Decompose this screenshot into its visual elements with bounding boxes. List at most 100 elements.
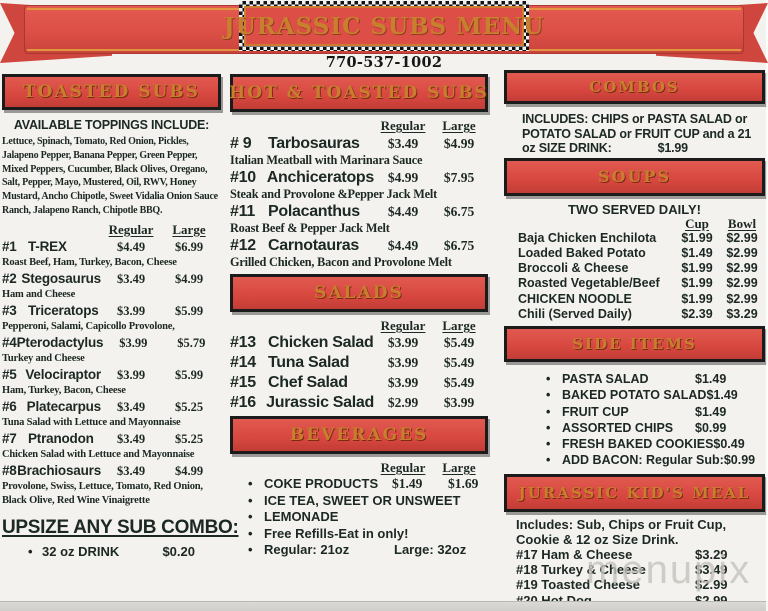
item-price-large: $5.49 (443, 375, 475, 390)
item-name: Platecarpus (26, 398, 102, 414)
item-name: Brachiosaurs (17, 462, 101, 478)
menu-item: #6 Platecarpus $3.49 $5.25 Tuna Salad wi… (2, 399, 221, 430)
side-item-label: ASSORTED CHIPS (562, 420, 674, 435)
beverage-label: LEMONADE (264, 509, 339, 525)
side-item-price: $1.49 (695, 371, 727, 386)
item-row: # 9 Tarbosauras $3.49 $4.99 (230, 135, 488, 153)
section-header-combos: COMBOS (504, 70, 765, 104)
beverage-price-large: $1.69 (447, 476, 479, 491)
beverage-size-regular: Regular: 21oz (264, 542, 350, 558)
menu-item: #4 Pterodactylus $3.99 $5.79 Turkey and … (2, 335, 221, 366)
kids-item-price: $2.99 (695, 577, 728, 593)
item-price-large: $5.25 (174, 431, 204, 446)
upsize-heading: UPSIZE ANY SUB COMBO: (2, 516, 239, 538)
kids-includes-line: Cookie & 12 oz Size Drink. (516, 531, 679, 547)
item-price-large: $6.75 (443, 238, 475, 253)
item-price-regular: $3.99 (387, 335, 419, 350)
column-header-regular: Regular (108, 221, 154, 237)
combos-line: POTATO SALAD or FRUIT CUP and a 21 (522, 126, 752, 141)
item-description: Ham, Turkey, Bacon, Cheese (2, 384, 126, 396)
column-combos-soups-sides-kids: COMBOS INCLUDES: CHIPS or PASTA SALAD or… (504, 70, 765, 608)
soup-price-bowl: $2.99 (726, 261, 758, 276)
item-description: Italian Meatball with Marinara Sauce (230, 153, 423, 167)
soup-price-cup: $1.99 (681, 230, 713, 245)
side-item-row: ADD BACON: Regular Sub: $0.99 (504, 453, 765, 469)
section-header-soups: SOUPS (504, 157, 765, 196)
menu-item: #7 Ptranodon $3.49 $5.25 Chicken Salad w… (2, 431, 221, 462)
header-banner: JURASSIC SUBS MENU (0, 0, 768, 72)
item-name: Tuna Salad (268, 354, 350, 371)
section-header-toasted-subs: TOASTED SUBS (2, 74, 221, 110)
item-price-regular: $3.99 (116, 303, 146, 318)
item-row: #8 Brachiosaurs $3.49 $4.99 (2, 463, 221, 480)
item-row: #7 Ptranodon $3.49 $5.25 (2, 431, 221, 448)
item-description: Chicken Salad with Lettuce and Mayonnais… (2, 448, 195, 460)
item-row: #4 Pterodactylus $3.99 $5.79 (2, 335, 221, 352)
item-price-large: $5.99 (174, 303, 204, 318)
kids-meal-row: #17 Ham & Cheese $3.29 (504, 547, 765, 562)
soup-price-cup: $1.49 (681, 245, 713, 260)
bullet-icon (248, 509, 264, 524)
price-column-headers: Regular Large (230, 460, 488, 476)
beverage-label: Free Refills-Eat in only! (264, 525, 409, 541)
soup-price-cup: $1.99 (681, 276, 713, 291)
menu-item: # 9 Tarbosauras $3.49 $4.99 Italian Meat… (230, 135, 488, 168)
scan-edge-right (766, 0, 768, 611)
item-price-large: $5.99 (174, 367, 204, 382)
item-price-regular: $4.49 (116, 239, 146, 254)
toppings-line: Lettuce, Spinach, Tomato, Red Onion, Pic… (2, 136, 189, 147)
item-price-regular: $3.49 (116, 431, 146, 446)
kids-meal-row: #19 Toasted Cheese $2.99 (504, 577, 765, 592)
item-row: #1 T-REX $4.49 $6.99 (2, 239, 221, 256)
item-name: Ptranodon (28, 430, 94, 446)
kids-item-price: $3.29 (695, 546, 728, 562)
side-item-price: $0.99 (723, 453, 756, 468)
item-price-large: $6.75 (443, 204, 475, 219)
item-number: #4 (2, 334, 17, 350)
section-header-beverages: BEVERAGES (230, 416, 488, 454)
beverage-row: Regular: 21oz Large: 32oz (230, 542, 488, 559)
item-price-regular: $4.99 (387, 170, 419, 185)
side-item-label: PASTA SALAD (562, 371, 649, 386)
price-column-headers: Cup Bowl (504, 216, 765, 231)
item-number: #3 (2, 302, 17, 318)
item-price-large: $4.99 (174, 463, 204, 478)
title-checkered-frame: JURASSIC SUBS MENU (224, 1, 543, 51)
toppings-line: Ranch, Jalapeno Ranch, Chipotle BBQ. (2, 204, 163, 216)
price-column-headers: Regular Large (230, 118, 488, 134)
combos-price-line: oz SIZE DRINK: $1.99 (522, 141, 765, 156)
menu-item: #10 Anchiceratops $4.99 $7.95 Steak and … (230, 169, 488, 202)
item-price-regular: $3.99 (387, 375, 419, 390)
kids-item-label: #18 Turkey & Cheese (516, 561, 646, 577)
toppings-line: Salt, Pepper, Mayo, Mustered, Oil, RWV, … (2, 177, 197, 189)
soup-name: Roasted Vegetable/Beef (518, 276, 660, 291)
phone-number: 770-537-1002 (325, 54, 443, 71)
soup-name: Chili (Served Daily) (518, 306, 632, 321)
salad-row: #13 Chicken Salad $3.99 $5.49 (230, 334, 488, 354)
item-number: #5 (2, 366, 17, 382)
soup-price-bowl: $2.99 (726, 276, 758, 291)
combos-description: INCLUDES: CHIPS or PASTA SALAD or POTATO… (504, 112, 765, 156)
side-items-list: PASTA SALAD $1.49 BAKED POTATO SALAD $1.… (504, 372, 765, 470)
soup-price-bowl: $2.99 (726, 245, 758, 260)
beverage-label: ICE TEA, SWEET OR UNSWEET (264, 492, 461, 508)
soup-price-cup: $1.99 (681, 261, 713, 276)
kids-item-price: $3.49 (695, 561, 728, 577)
bullet-icon (248, 526, 264, 541)
bullet-icon (546, 388, 562, 402)
item-price-large: $5.49 (443, 335, 475, 350)
item-description: Tuna Salad with Lettuce and Mayonnaise (2, 416, 181, 428)
item-price-large: $5.79 (177, 335, 206, 350)
combos-price: $1.99 (657, 141, 688, 156)
item-price-regular: $2.99 (387, 395, 419, 410)
item-price-large: $7.95 (443, 170, 475, 185)
item-number: #2 (2, 270, 17, 286)
item-number: #10 (230, 169, 256, 186)
soup-row: Loaded Baked Potato $1.49 $2.99 (504, 246, 765, 261)
soup-row: Broccoli & Cheese $1.99 $2.99 (504, 261, 765, 276)
side-item-label: BAKED POTATO SALAD (562, 388, 707, 403)
toppings-line: Jalapeno Pepper, Banana Pepper, Green Pe… (2, 149, 198, 161)
side-item-row: BAKED POTATO SALAD $1.49 (504, 388, 765, 404)
side-item-label: FRESH BAKED COOKIES (562, 437, 714, 452)
